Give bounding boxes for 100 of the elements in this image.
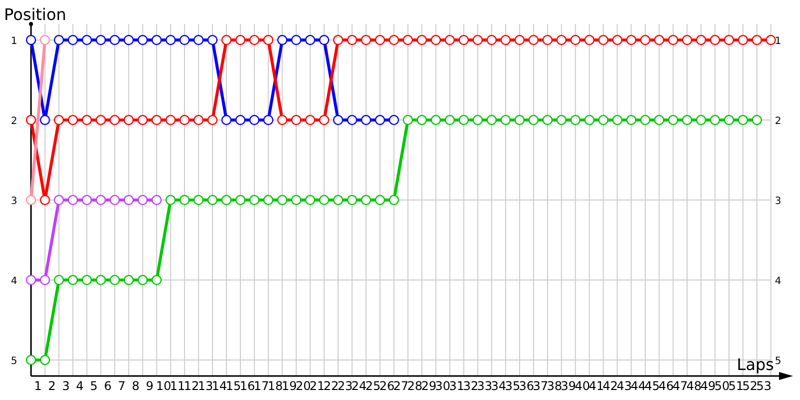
point [682,34,692,46]
x-tick-label: 35 [504,379,520,393]
x-tick-label: 3 [62,379,70,393]
point [500,34,511,46]
point [612,34,622,46]
point [110,114,120,126]
point [110,274,120,286]
point [626,34,636,46]
point [221,194,232,206]
x-tick-label: 4 [76,379,84,393]
point [416,34,427,46]
x-tick-label: 38 [546,379,562,393]
point [654,34,664,46]
x-tick-label: 1 [34,379,42,393]
x-tick-label: 14 [212,379,228,393]
x-tick-label: 5 [90,379,98,393]
point [235,34,246,46]
x-tick-label: 32 [463,379,478,393]
point [598,34,608,46]
y-tick-label: 3 [10,196,18,207]
point [193,114,204,126]
point [305,194,316,206]
point [152,194,162,206]
point [319,114,330,126]
x-tick-label: 45 [644,379,660,393]
point [68,274,78,286]
x-tick-label: 47 [672,379,688,393]
point [277,114,288,126]
point [40,274,50,286]
x-tick-label: 6 [104,379,112,393]
point [444,34,455,46]
point [96,34,106,46]
point [738,34,748,46]
point [96,114,106,126]
point [333,34,344,46]
point [640,34,650,46]
point [138,114,148,126]
point [333,114,344,126]
point [68,114,78,126]
point [40,354,50,366]
x-tick-label: 37 [532,379,548,393]
point [388,194,400,206]
point [291,194,302,206]
x-tick-label: 42 [602,379,618,393]
point [277,34,288,46]
point [82,194,92,206]
point [249,114,260,126]
point [291,114,302,126]
point [668,34,678,46]
point [374,114,386,126]
point [472,114,483,126]
point [486,114,497,126]
point [374,194,386,206]
point [458,34,469,46]
point [138,274,148,286]
point [165,114,176,126]
x-tick-label: 15 [226,379,242,393]
point [249,194,260,206]
point [766,34,776,46]
point [291,34,302,46]
point [346,34,358,46]
point [570,114,581,126]
x-tick-label: 13 [198,379,214,393]
point [319,34,330,46]
point [207,34,218,46]
point [710,34,720,46]
point [430,114,441,126]
point [54,194,64,206]
y2-tick-label: 3 [774,196,782,207]
point [542,114,553,126]
point [82,274,92,286]
point [416,114,427,126]
x-tick-label: 11 [170,379,186,393]
point [528,34,539,46]
x-tick-label: 34 [491,379,506,393]
point [724,34,734,46]
point [584,34,594,46]
point [235,194,246,206]
y-tick-label: 5 [10,356,18,367]
point [96,274,106,286]
x-tick-label: 49 [700,379,716,393]
point [570,34,581,46]
point [374,34,386,46]
point [207,114,218,126]
x-tick-label: 19 [282,379,297,393]
point [612,114,622,126]
point [26,34,36,46]
point [528,114,539,126]
point [388,114,400,126]
x-tick-label: 44 [630,379,646,393]
point [124,114,134,126]
point [346,194,358,206]
point [110,34,120,46]
x-tick-label: 7 [118,379,126,393]
point [54,114,64,126]
x-tick-label: 8 [132,379,140,393]
x-tick-label: 51 [728,379,744,393]
point [221,34,232,46]
point [152,34,162,46]
x-tick-label: 39 [560,379,576,393]
